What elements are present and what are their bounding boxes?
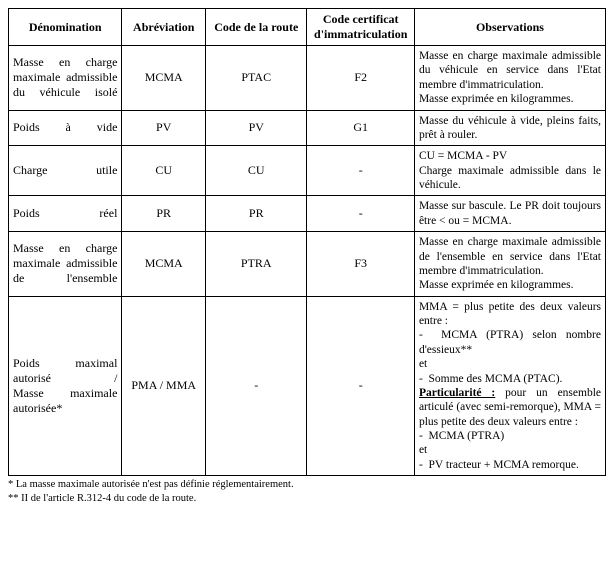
cell-code-route: PR (206, 196, 307, 232)
col-header-code-route: Code de la route (206, 9, 307, 46)
cell-code-cert: F2 (307, 46, 414, 111)
cell-abreviation: PR (122, 196, 206, 232)
cell-denomination: Poids à vide (9, 110, 122, 146)
cell-observations: Masse sur bascule. Le PR doit toujours ê… (414, 196, 605, 232)
cell-code-route: - (206, 296, 307, 476)
cell-abreviation: MCMA (122, 46, 206, 111)
cell-code-route: CU (206, 146, 307, 196)
cell-observations: Masse du véhicule à vide, pleins faits, … (414, 110, 605, 146)
col-header-denomination: Dénomination (9, 9, 122, 46)
table-row: Charge utileCUCU-CU = MCMA - PVCharge ma… (9, 146, 606, 196)
cell-code-cert: - (307, 296, 414, 476)
cell-code-cert: - (307, 146, 414, 196)
cell-denomination: Poids réel (9, 196, 122, 232)
cell-abreviation: MCMA (122, 232, 206, 297)
table-row: Masse en charge maximale admissible du v… (9, 46, 606, 111)
cell-code-route: PTRA (206, 232, 307, 297)
cell-observations: CU = MCMA - PVCharge maximale admissible… (414, 146, 605, 196)
cell-denomination: Poids maximal autorisé /Masse maximale a… (9, 296, 122, 476)
cell-observations: MMA = plus petite des deux valeurs entre… (414, 296, 605, 476)
col-header-code-cert: Code certificat d'immatriculation (307, 9, 414, 46)
footnotes: * La masse maximale autorisée n'est pas … (8, 478, 606, 505)
footnote-1: * La masse maximale autorisée n'est pas … (8, 478, 606, 492)
definitions-table: Dénomination Abréviation Code de la rout… (8, 8, 606, 476)
cell-abreviation: CU (122, 146, 206, 196)
table-row: Poids à videPVPVG1Masse du véhicule à vi… (9, 110, 606, 146)
table-row: Masse en charge maximale admissible de l… (9, 232, 606, 297)
table-row: Poids maximal autorisé /Masse maximale a… (9, 296, 606, 476)
footnote-2: ** II de l'article R.312-4 du code de la… (8, 492, 606, 506)
cell-denomination: Masse en charge maximale admissible de l… (9, 232, 122, 297)
cell-denomination: Masse en charge maximale admissible du v… (9, 46, 122, 111)
cell-code-route: PTAC (206, 46, 307, 111)
cell-observations: Masse en charge maximale admissible de l… (414, 232, 605, 297)
table-header-row: Dénomination Abréviation Code de la rout… (9, 9, 606, 46)
cell-abreviation: PV (122, 110, 206, 146)
table-row: Poids réelPRPR-Masse sur bascule. Le PR … (9, 196, 606, 232)
cell-code-cert: - (307, 196, 414, 232)
cell-abreviation: PMA / MMA (122, 296, 206, 476)
cell-observations: Masse en charge maximale admissible du v… (414, 46, 605, 111)
cell-code-cert: G1 (307, 110, 414, 146)
cell-denomination: Charge utile (9, 146, 122, 196)
cell-code-route: PV (206, 110, 307, 146)
cell-code-cert: F3 (307, 232, 414, 297)
col-header-abreviation: Abréviation (122, 9, 206, 46)
col-header-observations: Observations (414, 9, 605, 46)
